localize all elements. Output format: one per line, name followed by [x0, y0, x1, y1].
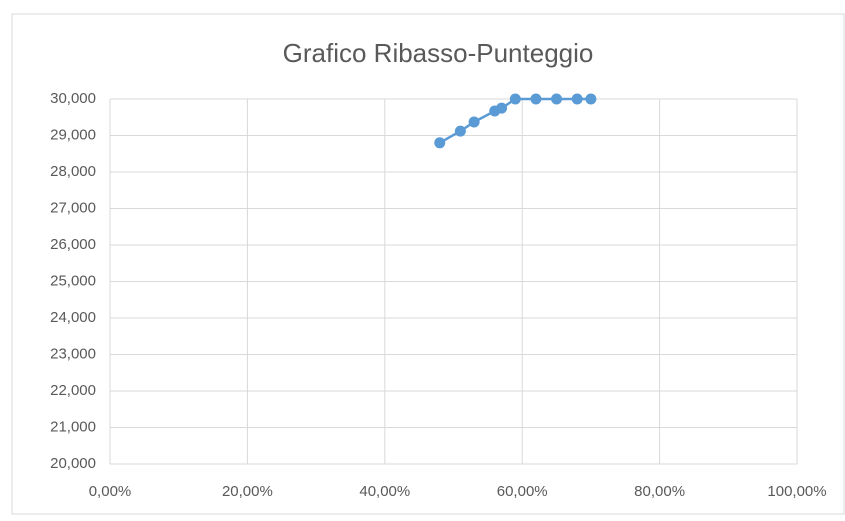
point: [496, 102, 508, 114]
y-tick-label: 22,000: [50, 382, 96, 399]
y-tick-label: 26,000: [50, 236, 96, 253]
x-tick-label: 0,00%: [89, 483, 132, 500]
point: [509, 93, 521, 105]
y-tick-label: 29,000: [50, 126, 96, 143]
point: [434, 137, 446, 149]
y-tick-label: 27,000: [50, 199, 96, 216]
point: [585, 93, 597, 105]
y-tick-label: 28,000: [50, 163, 96, 180]
y-tick-label: 24,000: [50, 309, 96, 326]
y-tick-label: 20,000: [50, 455, 96, 472]
point: [468, 116, 480, 128]
y-tick-label: 30,000: [50, 90, 96, 107]
point: [530, 93, 542, 105]
y-tick-label: 21,000: [50, 418, 96, 435]
series-line: [439, 97, 591, 144]
chart-title: Grafico Ribasso-Punteggio: [283, 38, 594, 68]
y-tick-label: 23,000: [50, 345, 96, 362]
point: [551, 93, 563, 105]
x-tick-label: 60,00%: [497, 483, 548, 500]
x-tick-label: 20,00%: [222, 483, 273, 500]
x-tick-label: 80,00%: [634, 483, 685, 500]
chart-area: [11, 13, 845, 515]
y-tick-label: 25,000: [50, 272, 96, 289]
x-tick-label: 40,00%: [359, 483, 410, 500]
point: [454, 125, 466, 137]
point: [571, 93, 583, 105]
x-tick-label: 100,00%: [767, 483, 826, 500]
